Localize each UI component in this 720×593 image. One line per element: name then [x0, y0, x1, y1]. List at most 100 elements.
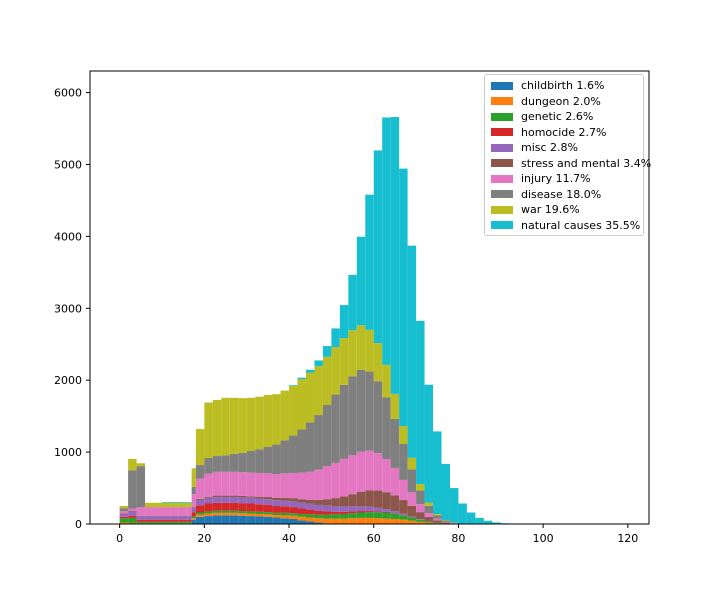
- bar-segment: [264, 447, 272, 474]
- bar-segment: [441, 523, 449, 524]
- bar-segment: [145, 516, 153, 520]
- bar-segment: [204, 514, 212, 517]
- bar-segment: [281, 518, 289, 524]
- bar-segment: [425, 513, 433, 517]
- bar-segment: [340, 519, 348, 524]
- bar-segment: [357, 511, 365, 512]
- bar-segment: [382, 519, 390, 524]
- bar-segment: [408, 246, 416, 458]
- legend-swatch: [491, 82, 513, 90]
- bar-segment: [247, 496, 255, 497]
- bar-segment: [264, 473, 272, 497]
- bar-segment: [187, 516, 191, 520]
- bar-segment: [162, 520, 170, 522]
- bar-segment: [128, 470, 136, 508]
- bar-segment: [289, 501, 297, 507]
- bar-segment: [399, 444, 407, 480]
- x-tick-label: 120: [617, 532, 638, 545]
- bar-segment: [399, 515, 407, 519]
- bar-segment: [221, 513, 229, 516]
- bar-segment: [221, 511, 229, 513]
- bar-segment: [314, 518, 322, 522]
- y-tick-label: 2000: [54, 374, 82, 387]
- legend-item: childbirth 1.6%: [491, 78, 604, 93]
- legend-swatch: [491, 128, 513, 136]
- bar-segment: [247, 451, 255, 473]
- bar-segment: [213, 456, 221, 472]
- bar-segment: [255, 516, 263, 524]
- legend-label: injury 11.7%: [521, 172, 591, 185]
- bar-segment: [441, 464, 449, 520]
- bar-segment: [425, 517, 433, 521]
- bar-segment: [272, 506, 280, 513]
- bar-segment: [281, 473, 289, 497]
- bar-segment: [391, 394, 399, 419]
- bar-segment: [281, 440, 289, 473]
- bar-segment: [221, 455, 229, 472]
- bar-segment: [314, 515, 322, 519]
- bar-segment: [408, 458, 416, 470]
- bar-segment: [187, 503, 191, 507]
- bar-segment: [357, 513, 365, 518]
- bar-segment: [238, 513, 246, 516]
- legend-swatch: [491, 206, 513, 214]
- bar-segment: [264, 514, 272, 517]
- bar-segment: [154, 522, 162, 523]
- y-tick-label: 3000: [54, 302, 82, 315]
- bar-segment: [314, 366, 322, 415]
- bar-segment: [238, 503, 246, 511]
- bar-segment: [340, 385, 348, 459]
- bar-segment: [289, 436, 297, 473]
- bar-segment: [331, 519, 339, 524]
- bar-segment: [255, 473, 263, 497]
- bar-segment: [281, 391, 289, 441]
- bar-segment: [238, 497, 246, 503]
- bar-segment: [323, 519, 331, 524]
- bar-segment: [196, 499, 204, 500]
- bar-segment: [382, 459, 390, 492]
- y-tick-label: 6000: [54, 87, 82, 100]
- bar-segment: [230, 398, 238, 454]
- bar-segment: [416, 504, 424, 512]
- bar-segment: [179, 516, 187, 520]
- bar-segment: [196, 505, 204, 512]
- bar-segment: [264, 395, 272, 447]
- bar-segment: [196, 479, 204, 499]
- bar-segment: [213, 472, 221, 496]
- bar-segment: [192, 516, 196, 518]
- bar-segment: [408, 518, 416, 521]
- bar-segment: [374, 511, 382, 512]
- bar-segment: [213, 511, 221, 513]
- bar-segment: [187, 507, 191, 516]
- bar-segment: [298, 378, 306, 379]
- bar-segment: [128, 511, 136, 512]
- bar-segment: [196, 513, 204, 515]
- bar-segment: [416, 321, 424, 484]
- bar-segment: [272, 498, 280, 501]
- bar-segment: [374, 381, 382, 453]
- bar-segment: [298, 429, 306, 472]
- bar-segment: [272, 518, 280, 524]
- bar-segment: [357, 237, 365, 325]
- bar-segment: [289, 498, 297, 501]
- bar-segment: [192, 494, 196, 507]
- bar-segment: [382, 365, 390, 397]
- bar-segment: [340, 506, 348, 511]
- legend-item: natural causes 35.5%: [491, 218, 640, 233]
- bar-segment: [331, 395, 339, 463]
- bar-segment: [281, 513, 289, 516]
- bar-segment: [374, 508, 382, 512]
- bar-segment: [323, 515, 331, 519]
- bar-segment: [264, 499, 272, 505]
- bar-segment: [221, 503, 229, 511]
- bar-segment: [238, 516, 246, 524]
- legend-label: genetic 2.6%: [521, 110, 593, 123]
- legend-item: genetic 2.6%: [491, 109, 593, 124]
- bar-segment: [306, 500, 314, 504]
- bar-segment: [289, 519, 297, 524]
- bar-segment: [399, 500, 407, 514]
- bar-segment: [391, 511, 399, 513]
- bar-segment: [314, 415, 322, 470]
- bar-segment: [179, 503, 187, 507]
